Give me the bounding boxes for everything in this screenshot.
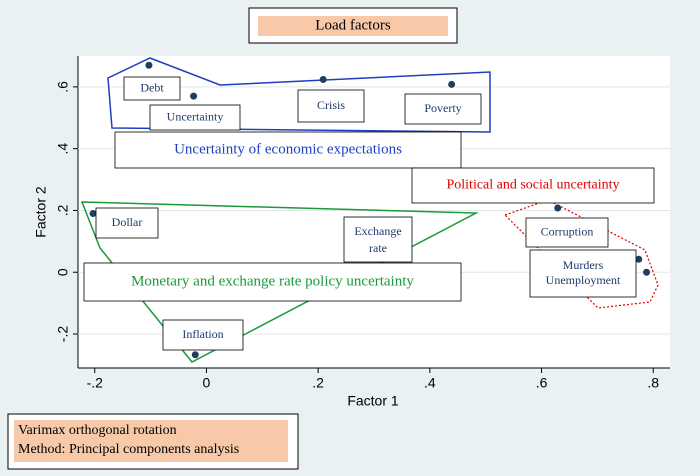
point-label: Uncertainty [167, 109, 224, 123]
note: Varimax orthogonal rotation [18, 423, 177, 438]
point-label-box [162, 319, 244, 351]
point [448, 80, 456, 88]
title-fill [258, 16, 448, 36]
point-label: Dollar [112, 215, 143, 229]
x-tick-label: .2 [312, 375, 324, 391]
group-outline [107, 57, 491, 133]
point [643, 268, 651, 276]
x-axis-label: Factor 1 [347, 393, 399, 409]
group-outline [80, 201, 479, 363]
point [554, 204, 562, 212]
point-label: Inflation [182, 327, 223, 341]
point-label: Debt [140, 80, 164, 94]
x-tick-label: .6 [536, 375, 548, 391]
group-outline [503, 199, 659, 309]
point-label-box [525, 217, 609, 248]
group-label-box [83, 262, 462, 302]
point-label-box [404, 93, 482, 125]
point [89, 210, 97, 218]
group-label: Political and social uncertainty [446, 178, 619, 193]
group-label: Uncertainty of economic expectations [174, 141, 402, 157]
y-tick-label: .6 [55, 81, 71, 93]
y-tick-label: .2 [55, 204, 71, 216]
annotation: Exchange rate [354, 224, 401, 255]
point [635, 255, 643, 263]
point [190, 92, 198, 100]
point-label: Poverty [424, 101, 461, 115]
x-tick-label: 0 [203, 375, 211, 391]
group-label: Monetary and exchange rate policy uncert… [131, 273, 414, 289]
annotation-box [343, 216, 413, 263]
point-label: Corruption [541, 224, 594, 238]
x-tick-label: .4 [424, 375, 436, 391]
point-label: Unemployment [546, 273, 621, 287]
y-tick-label: .4 [55, 143, 71, 155]
x-tick-label: .8 [647, 375, 659, 391]
note: Method: Principal components analysis [18, 442, 239, 457]
point-label-box [149, 104, 241, 131]
chart-title: Load factors [315, 17, 391, 33]
point-label-box [297, 89, 365, 123]
group-label-box [411, 167, 655, 204]
point-label-box [95, 207, 159, 239]
x-tick-label: -.2 [87, 375, 104, 391]
group-label-box [114, 131, 462, 169]
y-tick-label: -.2 [55, 326, 71, 343]
y-tick-label: 0 [55, 268, 71, 276]
point [145, 61, 153, 69]
note-fill [14, 420, 288, 462]
point-label: Murders [563, 258, 604, 272]
point-label: Crisis [317, 98, 345, 112]
point-label-box [123, 76, 181, 101]
point-label-box [529, 249, 637, 298]
point [191, 351, 199, 359]
y-axis-label: Factor 2 [33, 186, 49, 238]
point [319, 75, 327, 83]
